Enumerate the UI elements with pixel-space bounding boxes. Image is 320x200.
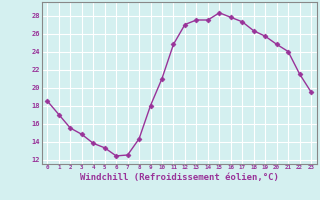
X-axis label: Windchill (Refroidissement éolien,°C): Windchill (Refroidissement éolien,°C) bbox=[80, 173, 279, 182]
